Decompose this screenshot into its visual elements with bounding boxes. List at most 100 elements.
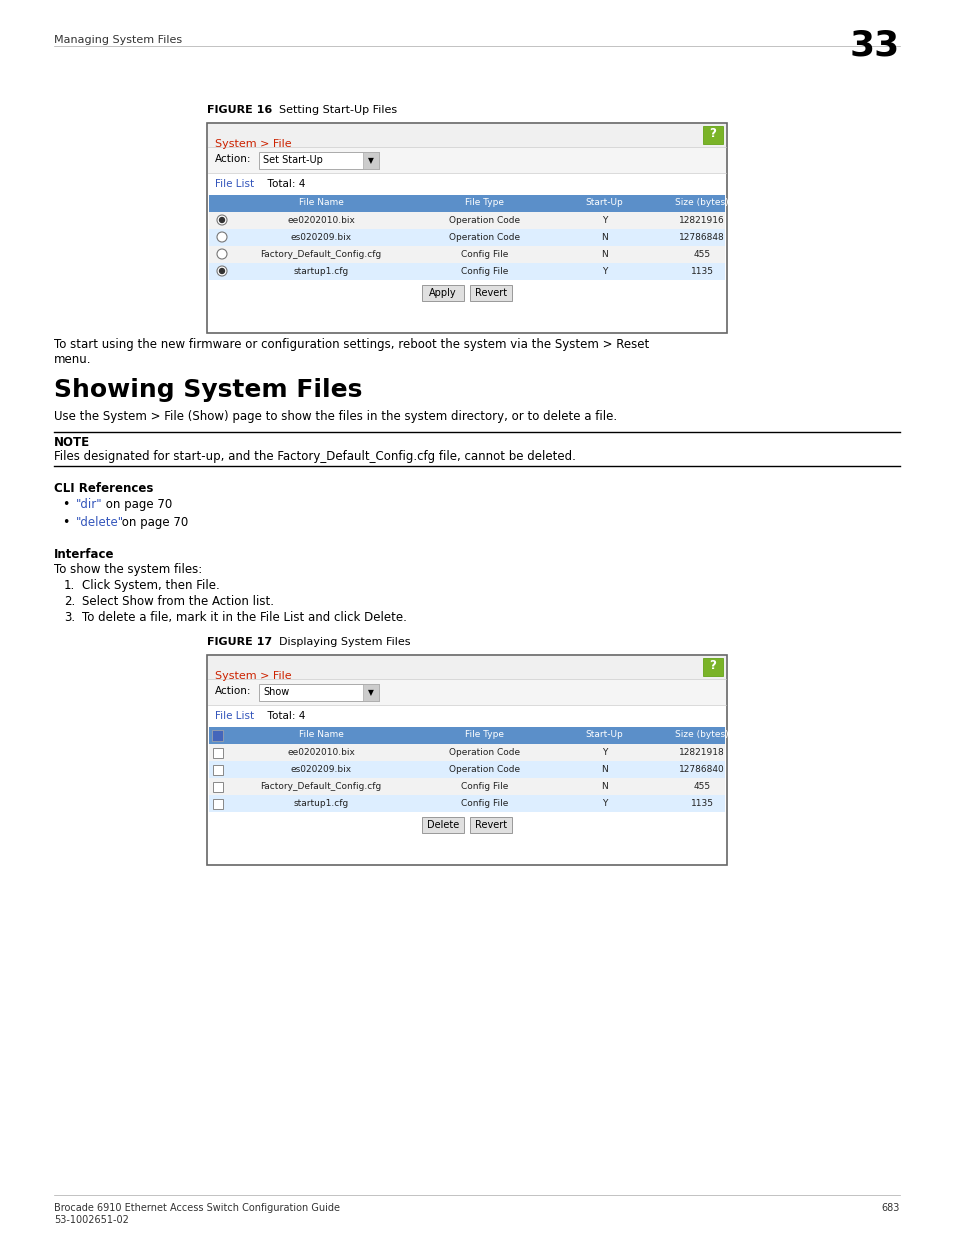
Text: Use the System > File (Show) page to show the files in the system directory, or : Use the System > File (Show) page to sho… xyxy=(54,410,617,424)
Bar xyxy=(470,818,512,832)
Bar xyxy=(207,655,726,864)
Text: 1135: 1135 xyxy=(690,799,713,808)
Text: Action:: Action: xyxy=(214,685,252,697)
Text: Config File: Config File xyxy=(460,267,508,275)
Circle shape xyxy=(216,249,227,259)
Text: To delete a file, mark it in the File List and click Delete.: To delete a file, mark it in the File Li… xyxy=(82,611,406,624)
Text: 2.: 2. xyxy=(64,595,75,608)
Text: N: N xyxy=(600,764,607,774)
Text: ▼: ▼ xyxy=(368,157,374,165)
Bar xyxy=(258,152,378,169)
Text: •: • xyxy=(62,516,70,529)
Bar xyxy=(421,285,463,301)
Text: "delete": "delete" xyxy=(76,516,124,529)
Text: File Type: File Type xyxy=(464,730,503,739)
Text: Interface: Interface xyxy=(54,548,114,561)
Text: 33: 33 xyxy=(849,28,899,62)
Text: File List: File List xyxy=(214,711,253,721)
Text: 12786848: 12786848 xyxy=(679,233,724,242)
Text: Y: Y xyxy=(601,216,606,225)
Bar xyxy=(208,656,725,679)
Text: ▼: ▼ xyxy=(368,688,374,698)
Text: Size (bytes): Size (bytes) xyxy=(675,730,728,739)
Text: ee0202010.bix: ee0202010.bix xyxy=(287,748,355,757)
Text: es020209.bix: es020209.bix xyxy=(290,233,352,242)
Circle shape xyxy=(216,232,227,242)
Bar xyxy=(209,761,724,778)
Text: Select Show from the Action list.: Select Show from the Action list. xyxy=(82,595,274,608)
Bar xyxy=(213,799,223,809)
Text: 455: 455 xyxy=(693,249,710,259)
Text: Delete: Delete xyxy=(426,820,458,830)
Text: ?: ? xyxy=(709,659,716,672)
Bar xyxy=(209,195,724,212)
Bar xyxy=(213,782,223,792)
Text: To start using the new firmware or configuration settings, reboot the system via: To start using the new firmware or confi… xyxy=(54,338,649,351)
Text: Operation Code: Operation Code xyxy=(449,764,519,774)
Text: Factory_Default_Config.cfg: Factory_Default_Config.cfg xyxy=(260,249,381,259)
Text: Size (bytes): Size (bytes) xyxy=(675,198,728,207)
Bar xyxy=(207,124,726,333)
Text: Operation Code: Operation Code xyxy=(449,216,519,225)
Bar xyxy=(212,730,223,741)
Text: File List: File List xyxy=(214,179,253,189)
Text: on page 70: on page 70 xyxy=(102,498,172,511)
Bar xyxy=(363,152,378,169)
Text: 455: 455 xyxy=(693,782,710,790)
Text: N: N xyxy=(600,782,607,790)
Text: Total: 4: Total: 4 xyxy=(261,711,305,721)
Bar xyxy=(470,285,512,301)
Text: •: • xyxy=(62,498,70,511)
Bar xyxy=(258,684,378,701)
Text: 53-1002651-02: 53-1002651-02 xyxy=(54,1215,129,1225)
Bar xyxy=(208,147,725,173)
Text: Y: Y xyxy=(601,748,606,757)
Circle shape xyxy=(216,266,227,275)
Text: ?: ? xyxy=(709,127,716,140)
Text: Y: Y xyxy=(601,799,606,808)
Bar xyxy=(213,748,223,758)
Text: Brocade 6910 Ethernet Access Switch Configuration Guide: Brocade 6910 Ethernet Access Switch Conf… xyxy=(54,1203,339,1213)
Text: menu.: menu. xyxy=(54,353,91,366)
Text: File Name: File Name xyxy=(298,730,343,739)
Text: on page 70: on page 70 xyxy=(117,516,188,529)
Circle shape xyxy=(216,215,227,225)
Bar xyxy=(209,228,724,246)
Text: startup1.cfg: startup1.cfg xyxy=(294,799,348,808)
Text: Setting Start-Up Files: Setting Start-Up Files xyxy=(265,105,396,115)
Text: Start-Up: Start-Up xyxy=(585,730,622,739)
Bar xyxy=(421,818,463,832)
Text: Files designated for start-up, and the Factory_Default_Config.cfg file, cannot b: Files designated for start-up, and the F… xyxy=(54,450,576,463)
Text: NOTE: NOTE xyxy=(54,436,90,450)
Bar xyxy=(208,124,725,147)
Text: Operation Code: Operation Code xyxy=(449,748,519,757)
Bar xyxy=(213,764,223,776)
Text: Config File: Config File xyxy=(460,782,508,790)
Text: es020209.bix: es020209.bix xyxy=(290,764,352,774)
Text: System > File: System > File xyxy=(214,140,292,149)
Text: Set Start-Up: Set Start-Up xyxy=(263,156,322,165)
Text: Revert: Revert xyxy=(475,288,507,298)
Bar xyxy=(209,263,724,280)
Text: Start-Up: Start-Up xyxy=(585,198,622,207)
Text: To show the system files:: To show the system files: xyxy=(54,563,202,576)
Text: N: N xyxy=(600,249,607,259)
Text: Config File: Config File xyxy=(460,799,508,808)
Text: "dir": "dir" xyxy=(76,498,103,511)
Bar xyxy=(209,795,724,811)
Text: System > File: System > File xyxy=(214,671,292,680)
Bar xyxy=(209,743,724,761)
Text: 12786840: 12786840 xyxy=(679,764,724,774)
Text: 683: 683 xyxy=(881,1203,899,1213)
Text: Action:: Action: xyxy=(214,154,252,164)
Text: 3.: 3. xyxy=(64,611,75,624)
Text: ee0202010.bix: ee0202010.bix xyxy=(287,216,355,225)
Text: File Name: File Name xyxy=(298,198,343,207)
Text: Apply: Apply xyxy=(429,288,456,298)
Bar xyxy=(209,212,724,228)
Text: FIGURE 17: FIGURE 17 xyxy=(207,637,272,647)
Text: Revert: Revert xyxy=(475,820,507,830)
Text: CLI References: CLI References xyxy=(54,482,153,495)
Text: 1.: 1. xyxy=(64,579,75,592)
Text: Total: 4: Total: 4 xyxy=(261,179,305,189)
